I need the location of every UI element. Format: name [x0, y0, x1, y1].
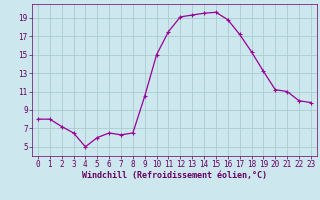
X-axis label: Windchill (Refroidissement éolien,°C): Windchill (Refroidissement éolien,°C) — [82, 171, 267, 180]
